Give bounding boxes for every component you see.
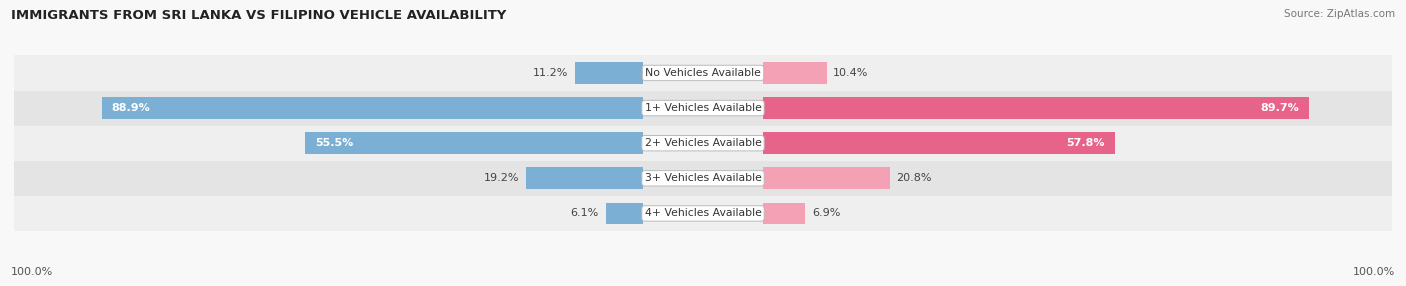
- Bar: [14, 196, 1392, 231]
- Text: 88.9%: 88.9%: [111, 103, 150, 113]
- Bar: [14, 126, 1392, 161]
- Text: 6.9%: 6.9%: [811, 208, 841, 219]
- Bar: [763, 62, 827, 84]
- Bar: [101, 97, 643, 119]
- Text: 20.8%: 20.8%: [897, 173, 932, 183]
- Text: IMMIGRANTS FROM SRI LANKA VS FILIPINO VEHICLE AVAILABILITY: IMMIGRANTS FROM SRI LANKA VS FILIPINO VE…: [11, 9, 506, 21]
- Bar: [763, 167, 890, 189]
- Text: 57.8%: 57.8%: [1067, 138, 1105, 148]
- Bar: [763, 97, 1309, 119]
- Bar: [763, 132, 1115, 154]
- Text: 100.0%: 100.0%: [11, 267, 53, 277]
- Bar: [14, 161, 1392, 196]
- Text: 2+ Vehicles Available: 2+ Vehicles Available: [644, 138, 762, 148]
- Bar: [14, 90, 1392, 126]
- Bar: [575, 62, 643, 84]
- Text: 3+ Vehicles Available: 3+ Vehicles Available: [644, 173, 762, 183]
- Text: 89.7%: 89.7%: [1260, 103, 1299, 113]
- Text: No Vehicles Available: No Vehicles Available: [645, 68, 761, 78]
- Bar: [14, 55, 1392, 90]
- Text: 55.5%: 55.5%: [315, 138, 353, 148]
- Text: 1+ Vehicles Available: 1+ Vehicles Available: [644, 103, 762, 113]
- Text: 6.1%: 6.1%: [571, 208, 599, 219]
- Text: 11.2%: 11.2%: [533, 68, 568, 78]
- Bar: [606, 202, 643, 224]
- Text: Source: ZipAtlas.com: Source: ZipAtlas.com: [1284, 9, 1395, 19]
- Bar: [763, 202, 806, 224]
- Text: 100.0%: 100.0%: [1353, 267, 1395, 277]
- Bar: [526, 167, 643, 189]
- Text: 19.2%: 19.2%: [484, 173, 519, 183]
- Bar: [305, 132, 643, 154]
- Text: 4+ Vehicles Available: 4+ Vehicles Available: [644, 208, 762, 219]
- Text: 10.4%: 10.4%: [834, 68, 869, 78]
